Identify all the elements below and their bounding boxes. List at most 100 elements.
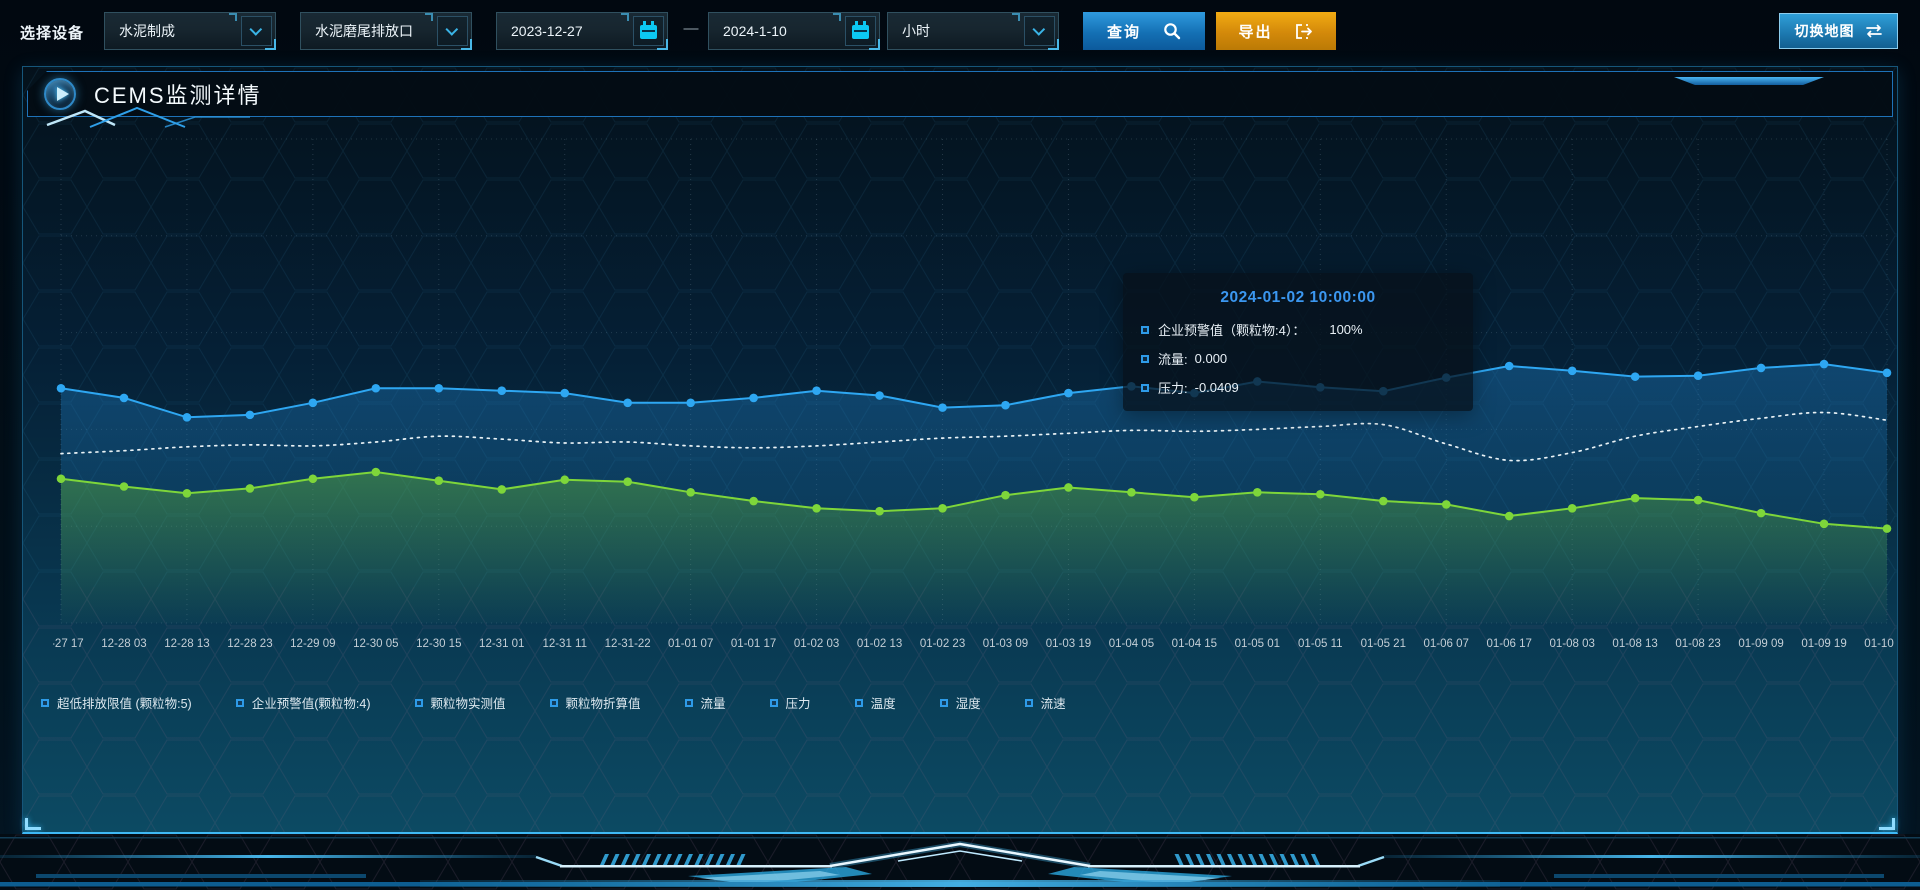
date-end-value: 2024-1-10 bbox=[723, 23, 787, 39]
legend-marker-icon bbox=[549, 698, 558, 707]
x-tick-label: 01-02 13 bbox=[857, 638, 902, 650]
panel-title: CEMS监测详情 bbox=[94, 83, 262, 108]
legend-marker-icon bbox=[414, 698, 423, 707]
x-tick-label: 01-08 03 bbox=[1549, 638, 1594, 650]
chevron-down-icon bbox=[241, 16, 272, 46]
chart-legend: 超低排放限值 (颗粒物:5) 企业预警值(颗粒物:4) 颗粒物实测值 颗粒物折算值 流量… bbox=[41, 693, 1066, 712]
calendar-icon bbox=[845, 16, 876, 46]
chart-tooltip: 2024-01-02 10:00:00 企业预警值（颗粒物:4）： 100% 流量:… bbox=[1123, 273, 1473, 411]
legend-label: 温度 bbox=[870, 697, 896, 711]
date-start-value: 2023-12-27 bbox=[511, 23, 583, 39]
x-tick-label: 01-06 07 bbox=[1424, 638, 1469, 650]
date-end-input[interactable]: 2024-1-10 bbox=[708, 12, 880, 50]
export-button[interactable]: 导出 bbox=[1216, 12, 1336, 50]
x-tick-label: 12-31-22 bbox=[605, 638, 651, 650]
x-tick-label: 01-01 17 bbox=[731, 638, 776, 650]
interval-select[interactable]: 小时 bbox=[887, 12, 1059, 50]
swap-arrows-icon bbox=[1865, 24, 1882, 38]
legend-marker-icon bbox=[1024, 698, 1033, 707]
cems-line-chart[interactable]: 12-27 17 12-28 03 12-28 13 12-28 23 12-29 09… bbox=[38, 125, 1910, 673]
legend-item[interactable]: 流量 bbox=[684, 693, 726, 712]
chevron-down-icon bbox=[1024, 16, 1055, 46]
tooltip-item: 企业预警值（颗粒物:4）： 100% bbox=[1141, 320, 1455, 339]
x-tick-label: 01-10 05 bbox=[1864, 638, 1897, 650]
switch-map-label: 切换地图 bbox=[1794, 23, 1855, 39]
device-select-label: 选择设备 bbox=[20, 25, 85, 42]
series-压力 bbox=[56, 467, 1892, 623]
date-range-separator: — bbox=[683, 20, 699, 37]
x-tick-label: 01-05 11 bbox=[1298, 638, 1343, 650]
legend-item[interactable]: 压力 bbox=[769, 693, 811, 712]
x-tick-label: 01-02 23 bbox=[920, 638, 965, 650]
tooltip-value: 100% bbox=[1329, 322, 1363, 337]
cems-detail-panel: CEMS监测详情 12-27 17 12-28 03 12-28 13 12-28 2… bbox=[22, 66, 1910, 834]
tooltip-label: 流量: bbox=[1158, 352, 1188, 367]
x-tick-label: 01-08 13 bbox=[1612, 638, 1657, 650]
x-tick-label: 01-01 07 bbox=[668, 638, 713, 650]
legend-item[interactable]: 湿度 bbox=[939, 693, 981, 712]
device-type-select[interactable]: 水泥制成 bbox=[104, 12, 276, 50]
panel-corner-accent bbox=[1879, 818, 1895, 830]
legend-item[interactable]: 流速 bbox=[1024, 693, 1066, 712]
series-流量 bbox=[60, 411, 1888, 462]
tooltip-item: 流量: 0.000 bbox=[1141, 349, 1455, 368]
x-tick-label: 12-29 09 bbox=[290, 638, 335, 650]
play-icon bbox=[44, 78, 76, 110]
tooltip-item: 压力: -0.0409 bbox=[1141, 378, 1455, 397]
footer-decoration bbox=[0, 834, 1920, 890]
tooltip-marker-icon bbox=[1141, 383, 1149, 392]
tooltip-timestamp: 2024-01-02 10:00:00 bbox=[1220, 289, 1376, 306]
legend-label: 流速 bbox=[1040, 697, 1066, 711]
tooltip-label: 压力: bbox=[1158, 381, 1188, 396]
tooltip-rows: 企业预警值（颗粒物:4）： 100% 流量: 0.000 压力: -0.0409 bbox=[1141, 320, 1455, 397]
legend-label: 流量 bbox=[700, 697, 726, 711]
date-start-input[interactable]: 2023-12-27 bbox=[496, 12, 668, 50]
query-button[interactable]: 查询 bbox=[1083, 12, 1205, 50]
x-tick-label: 12-31 11 bbox=[542, 638, 587, 650]
calendar-icon bbox=[633, 16, 664, 46]
switch-map-button[interactable]: 切换地图 bbox=[1779, 13, 1898, 49]
legend-marker-icon bbox=[939, 698, 948, 707]
header-accent-bar bbox=[1674, 77, 1824, 85]
export-icon bbox=[1295, 23, 1312, 39]
panel-corner-accent bbox=[25, 818, 41, 830]
legend-label: 湿度 bbox=[955, 697, 981, 711]
x-tick-label: 12-27 17 bbox=[53, 638, 84, 650]
x-tick-label: 01-05 01 bbox=[1235, 638, 1280, 650]
tooltip-marker-icon bbox=[1141, 354, 1149, 363]
legend-item[interactable]: 企业预警值(颗粒物:4) bbox=[235, 693, 371, 712]
legend-marker-icon bbox=[235, 698, 244, 707]
legend-marker-icon bbox=[41, 698, 49, 707]
tooltip-value: -0.0409 bbox=[1194, 380, 1239, 395]
query-button-label: 查询 bbox=[1106, 23, 1141, 41]
legend-item[interactable]: 颗粒物折算值 bbox=[549, 693, 641, 712]
tooltip-label: 企业预警值（颗粒物:4）： bbox=[1158, 323, 1306, 338]
panel-header: CEMS监测详情 bbox=[27, 71, 1893, 117]
export-button-label: 导出 bbox=[1238, 23, 1273, 41]
interval-value: 小时 bbox=[902, 23, 930, 39]
legend-label: 企业预警值(颗粒物:4) bbox=[251, 697, 371, 711]
outlet-value: 水泥磨尾排放口 bbox=[315, 23, 413, 39]
x-axis-labels: 12-27 17 12-28 03 12-28 13 12-28 23 12-29 09… bbox=[38, 638, 1909, 650]
legend-item[interactable]: 超低排放限值 (颗粒物:5) bbox=[41, 693, 192, 712]
x-tick-label: 12-30 15 bbox=[416, 638, 461, 650]
x-tick-label: 12-31 01 bbox=[479, 638, 524, 650]
legend-label: 压力 bbox=[785, 697, 811, 711]
x-tick-label: 01-03 09 bbox=[983, 638, 1028, 650]
x-tick-label: 01-09 19 bbox=[1801, 638, 1846, 650]
legend-item[interactable]: 温度 bbox=[854, 693, 896, 712]
chart-grid bbox=[60, 138, 1888, 624]
x-tick-label: 01-06 17 bbox=[1487, 638, 1532, 650]
legend-label: 颗粒物实测值 bbox=[430, 697, 506, 711]
x-tick-label: 12-30 05 bbox=[353, 638, 398, 650]
legend-label: 颗粒物折算值 bbox=[565, 697, 641, 711]
x-tick-label: 01-02 03 bbox=[794, 638, 839, 650]
legend-label: 超低排放限值 (颗粒物:5) bbox=[57, 697, 192, 711]
x-tick-label: 01-09 09 bbox=[1738, 638, 1783, 650]
legend-item[interactable]: 颗粒物实测值 bbox=[414, 693, 506, 712]
legend-marker-icon bbox=[769, 698, 778, 707]
x-tick-label: 01-03 19 bbox=[1046, 638, 1091, 650]
outlet-select[interactable]: 水泥磨尾排放口 bbox=[300, 12, 472, 50]
x-tick-label: 01-08 23 bbox=[1675, 638, 1720, 650]
x-tick-label: 01-04 15 bbox=[1172, 638, 1217, 650]
